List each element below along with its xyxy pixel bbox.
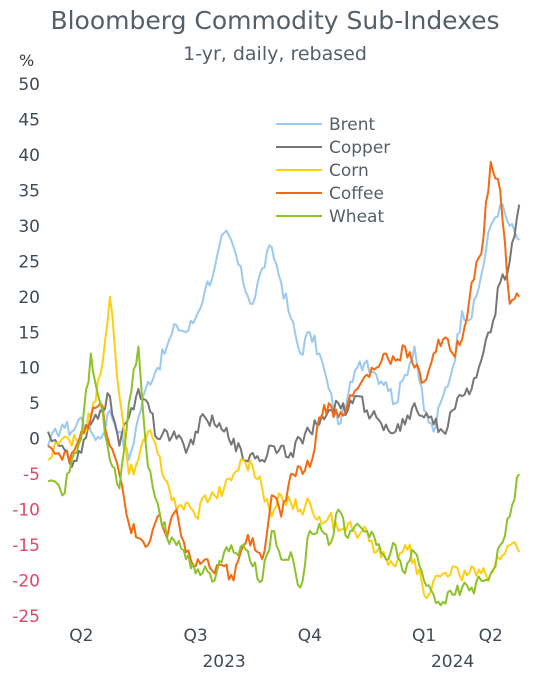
y-tick-label: 5 (29, 394, 40, 414)
chart-title: Bloomberg Commodity Sub-Indexes (50, 6, 500, 35)
y-tick-label: -5 (23, 465, 40, 485)
x-tick-label: Q2 (69, 626, 93, 646)
series-line-coffee (47, 161, 521, 582)
x-tick-label: Q3 (183, 626, 207, 646)
y-tick-label: 30 (18, 217, 40, 237)
y-tick-label: 40 (18, 146, 40, 166)
series-line-corn (47, 295, 521, 600)
y-tick-label: -10 (12, 501, 40, 521)
legend-label-copper: Copper (329, 138, 390, 158)
series-line-brent (47, 203, 520, 461)
y-tick-label: 10 (18, 359, 40, 379)
y-tick-label: -25 (12, 607, 40, 627)
x-tick-label: Q1 (412, 626, 436, 646)
y-tick-label: 50 (18, 75, 40, 95)
x-tick-label: Q4 (298, 626, 322, 646)
x-year-label: 2023 (202, 652, 245, 672)
x-tick-label: Q2 (479, 626, 503, 646)
y-tick-label: 25 (18, 252, 40, 272)
y-tick-label: 35 (18, 181, 40, 201)
y-tick-label: 15 (18, 323, 40, 343)
y-tick-label: -15 (12, 536, 40, 556)
y-tick-label: -20 (12, 572, 40, 592)
y-tick-label: 20 (18, 288, 40, 308)
legend-label-coffee: Coffee (329, 184, 384, 204)
legend-label-wheat: Wheat (329, 207, 384, 227)
y-tick-label: 0 (29, 430, 40, 450)
x-year-label: 2024 (431, 652, 474, 672)
legend-label-corn: Corn (329, 161, 369, 181)
series-line-wheat (47, 345, 521, 607)
series-line-copper (47, 204, 521, 468)
chart-subtitle: 1-yr, daily, rebased (183, 43, 367, 65)
legend-label-brent: Brent (329, 115, 376, 135)
y-tick-label: 45 (18, 110, 40, 130)
y-axis-unit: % (19, 51, 35, 70)
